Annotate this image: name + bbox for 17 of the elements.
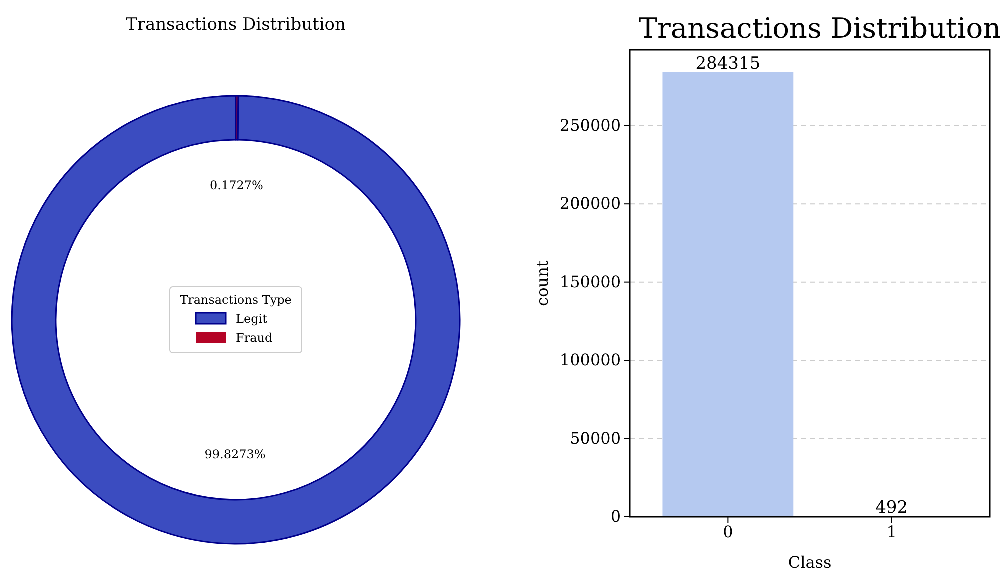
data-label: 99.8273% [204, 447, 266, 462]
y-tick-label: 50000 [570, 428, 621, 448]
data-label: 284315 [696, 54, 761, 74]
legend-label: Fraud [236, 331, 273, 345]
x-axis-title: Class [788, 553, 832, 572]
chart-title: Transactions Distribution [126, 15, 346, 35]
legend-title: Transactions Type [180, 293, 292, 307]
legend-label: Legit [236, 312, 268, 326]
y-tick-label: 150000 [560, 272, 621, 292]
y-tick-label: 100000 [560, 350, 621, 370]
y-tick-label: 250000 [560, 116, 621, 135]
x-tick-label: 1 [886, 522, 897, 542]
y-axis-title: count [533, 260, 552, 306]
data-label: 492 [876, 498, 908, 518]
y-tick-label: 0 [610, 507, 621, 526]
data-label: 0.1727% [210, 178, 264, 193]
y-tick-label: 200000 [560, 194, 621, 214]
